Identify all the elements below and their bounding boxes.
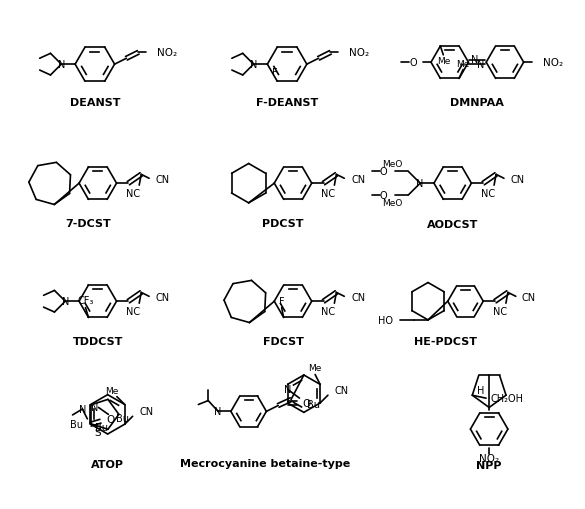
Text: CN: CN — [335, 385, 349, 395]
Text: Bu: Bu — [116, 413, 129, 423]
Text: CN: CN — [351, 175, 365, 185]
Text: TDDCST: TDDCST — [73, 336, 123, 346]
Text: Me: Me — [308, 363, 322, 373]
Text: N: N — [79, 404, 86, 414]
Text: NC: NC — [126, 189, 140, 199]
Text: Bu: Bu — [70, 419, 83, 429]
Text: NO₂: NO₂ — [543, 58, 563, 68]
Text: CF₃: CF₃ — [77, 295, 94, 305]
Text: NC: NC — [321, 189, 336, 199]
Text: N: N — [417, 179, 424, 189]
Text: NO₂: NO₂ — [479, 453, 499, 463]
Text: NO₂: NO₂ — [157, 48, 177, 58]
Text: N: N — [91, 403, 98, 413]
Text: O: O — [380, 190, 387, 201]
Text: Bu: Bu — [95, 422, 108, 432]
Text: MeO: MeO — [383, 199, 402, 208]
Text: NPP: NPP — [476, 461, 502, 470]
Text: O: O — [106, 414, 115, 425]
Text: PDCST: PDCST — [263, 218, 304, 228]
Text: F: F — [273, 68, 278, 78]
Text: CN: CN — [140, 407, 154, 416]
Text: N: N — [214, 407, 222, 416]
Text: Bu: Bu — [307, 399, 321, 409]
Text: CN: CN — [156, 175, 170, 185]
Text: NO₂: NO₂ — [349, 48, 369, 58]
Text: Me: Me — [456, 60, 470, 69]
Text: NC: NC — [493, 306, 507, 317]
Text: CN: CN — [522, 293, 536, 303]
Text: N: N — [58, 60, 65, 70]
Text: MeO: MeO — [383, 160, 402, 168]
Text: O: O — [410, 58, 417, 68]
Text: HO: HO — [377, 315, 393, 325]
Text: AODCST: AODCST — [427, 220, 479, 230]
Text: Mecrocyanine betaine-type: Mecrocyanine betaine-type — [180, 458, 350, 468]
Text: ATOP: ATOP — [91, 459, 124, 469]
Text: CN: CN — [156, 293, 170, 303]
Text: N: N — [250, 60, 257, 70]
Text: N: N — [61, 297, 69, 306]
Text: F-DEANST: F-DEANST — [256, 97, 318, 107]
Text: N: N — [284, 384, 291, 394]
Text: O: O — [380, 167, 387, 177]
Text: CN: CN — [511, 175, 525, 185]
Text: N: N — [471, 55, 478, 65]
Text: H: H — [477, 385, 484, 395]
Text: CH₂OH: CH₂OH — [490, 393, 523, 403]
Text: Me: Me — [105, 386, 119, 395]
Text: DMNPAA: DMNPAA — [450, 97, 504, 107]
Text: DEANST: DEANST — [70, 97, 120, 107]
Text: NC: NC — [321, 306, 336, 317]
Text: Me: Me — [436, 57, 450, 66]
Text: O: O — [302, 398, 311, 408]
Text: CN: CN — [351, 293, 365, 303]
Text: NC: NC — [481, 189, 495, 199]
Text: 7-DCST: 7-DCST — [65, 218, 111, 228]
Text: F: F — [279, 296, 284, 306]
Text: NC: NC — [126, 306, 140, 317]
Text: N: N — [477, 60, 484, 70]
Text: HE-PDCST: HE-PDCST — [414, 336, 477, 346]
Text: FDCST: FDCST — [263, 336, 304, 346]
Text: S: S — [95, 427, 101, 437]
